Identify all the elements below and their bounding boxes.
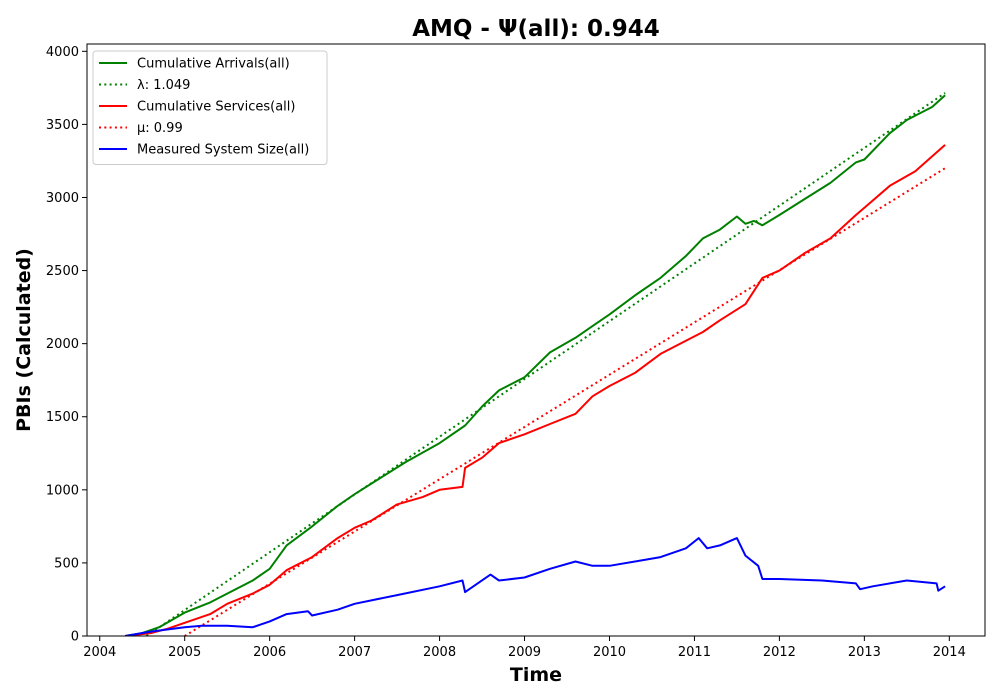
y-tick-label: 1000 bbox=[46, 483, 79, 498]
x-tick-label: 2014 bbox=[933, 645, 966, 660]
y-tick-label: 2000 bbox=[46, 337, 79, 352]
plot-frame bbox=[86, 43, 986, 637]
x-tick-label: 2013 bbox=[848, 645, 881, 660]
legend: Cumulative Arrivals(all) λ: 1.049 Cumulati… bbox=[92, 50, 328, 165]
legend-label: Cumulative Services(all) bbox=[137, 100, 295, 115]
x-tick-label: 2007 bbox=[338, 645, 371, 660]
series-line bbox=[145, 92, 946, 636]
x-tick-label: 2010 bbox=[593, 645, 626, 660]
legend-label: Measured System Size(all) bbox=[137, 143, 309, 158]
x-axis: 2004 2005 2006 2007 2008 2009 2010 2011 2012 2013… bbox=[83, 636, 966, 660]
y-axis-label: PBIs (Calculated) bbox=[13, 248, 35, 432]
y-tick-label: 4000 bbox=[46, 45, 79, 60]
x-tick-label: 2012 bbox=[763, 645, 796, 660]
legend-label: Cumulative Arrivals(all) bbox=[137, 57, 290, 72]
x-tick-label: 2008 bbox=[423, 645, 456, 660]
x-tick-label: 2006 bbox=[253, 645, 286, 660]
y-tick-label: 3500 bbox=[46, 118, 79, 133]
x-tick-label: 2005 bbox=[168, 645, 201, 660]
y-tick-label: 500 bbox=[54, 556, 79, 571]
series-line bbox=[125, 94, 946, 636]
series-line bbox=[125, 144, 946, 636]
legend-box bbox=[92, 50, 328, 165]
series-layer bbox=[125, 92, 946, 636]
y-tick-label: 1500 bbox=[46, 410, 79, 425]
y-tick-label: 3000 bbox=[46, 191, 79, 206]
series-line bbox=[184, 167, 946, 636]
legend-label: λ: 1.049 bbox=[137, 78, 190, 93]
x-tick-label: 2009 bbox=[508, 645, 541, 660]
y-axis: 0 500 1000 1500 2000 2500 3000 3500 4000 bbox=[46, 45, 87, 645]
legend-label: μ: 0.99 bbox=[137, 121, 183, 136]
y-tick-label: 2500 bbox=[46, 264, 79, 279]
series-line bbox=[125, 537, 946, 636]
x-axis-label: Time bbox=[510, 664, 562, 686]
x-tick-label: 2004 bbox=[83, 645, 116, 660]
x-tick-label: 2011 bbox=[678, 645, 711, 660]
y-tick-label: 0 bbox=[71, 630, 79, 645]
chart-title: AMQ - Ψ(all): 0.944 bbox=[412, 16, 660, 42]
